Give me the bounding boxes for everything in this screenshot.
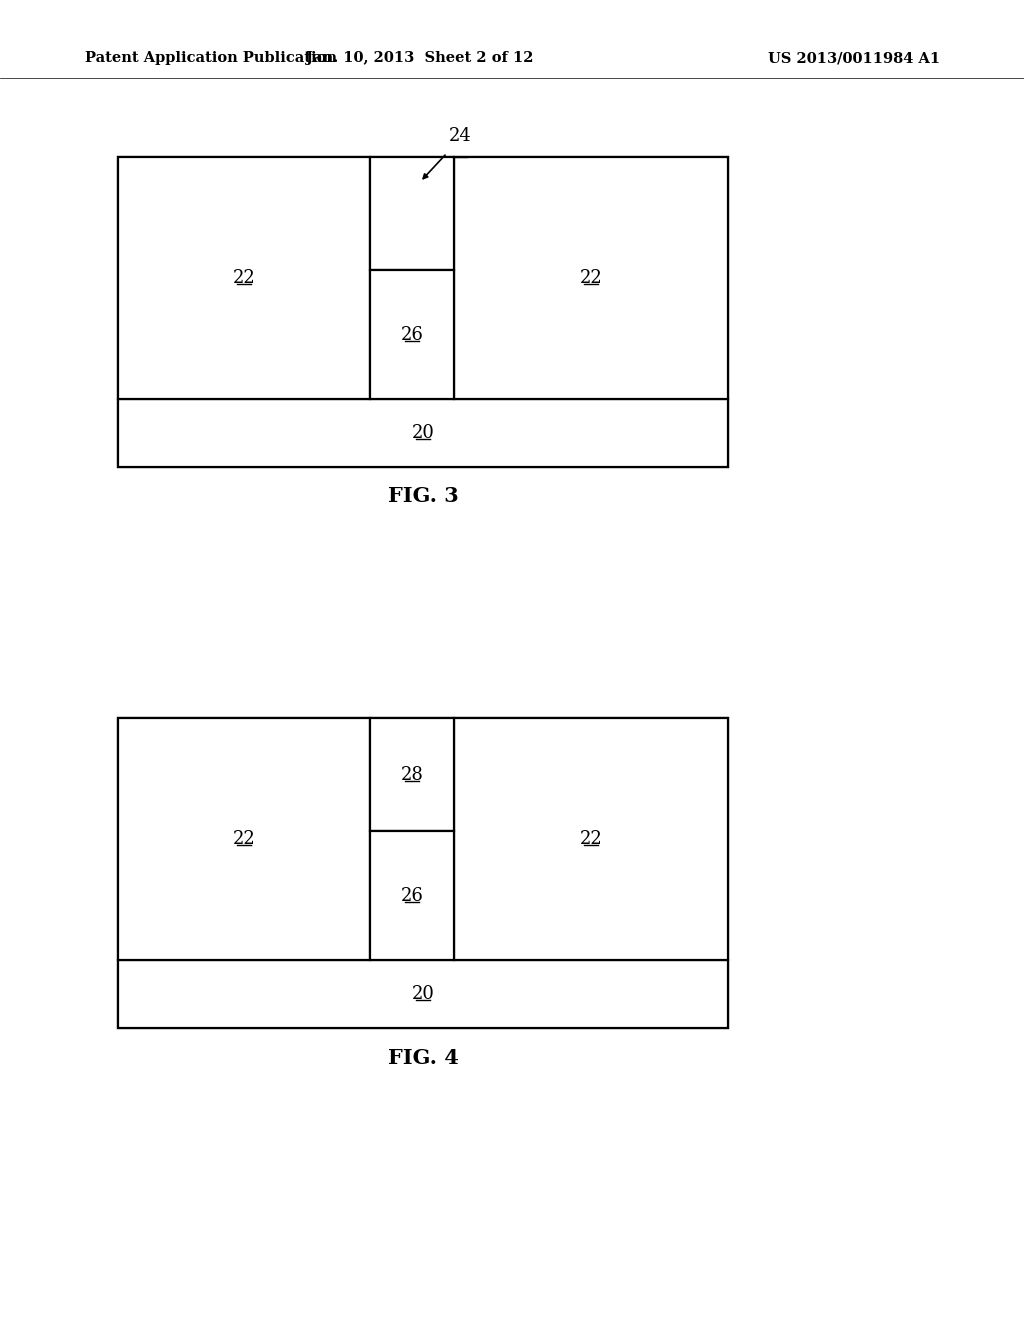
Bar (454, 718, 728, 960)
Text: Patent Application Publication: Patent Application Publication (85, 51, 337, 65)
Bar (370, 718, 454, 832)
Text: 22: 22 (232, 269, 255, 286)
Text: 28: 28 (400, 766, 424, 784)
Bar (118, 718, 370, 960)
Text: 20: 20 (412, 985, 434, 1003)
Bar (118, 718, 728, 1028)
Bar (370, 157, 454, 271)
Bar (118, 157, 370, 399)
Text: 22: 22 (580, 269, 602, 286)
Text: 20: 20 (412, 424, 434, 442)
Text: 26: 26 (400, 887, 424, 906)
Text: 26: 26 (400, 326, 424, 345)
Bar (118, 157, 728, 467)
Text: 24: 24 (449, 127, 471, 145)
Text: 22: 22 (232, 830, 255, 847)
Text: 22: 22 (580, 830, 602, 847)
Bar (454, 157, 728, 399)
Bar (118, 399, 728, 467)
Text: US 2013/0011984 A1: US 2013/0011984 A1 (768, 51, 940, 65)
Text: FIG. 3: FIG. 3 (388, 486, 459, 506)
Bar (118, 960, 728, 1028)
Bar (370, 832, 454, 960)
Text: FIG. 4: FIG. 4 (387, 1048, 459, 1068)
Text: Jan. 10, 2013  Sheet 2 of 12: Jan. 10, 2013 Sheet 2 of 12 (306, 51, 534, 65)
Bar (370, 271, 454, 399)
